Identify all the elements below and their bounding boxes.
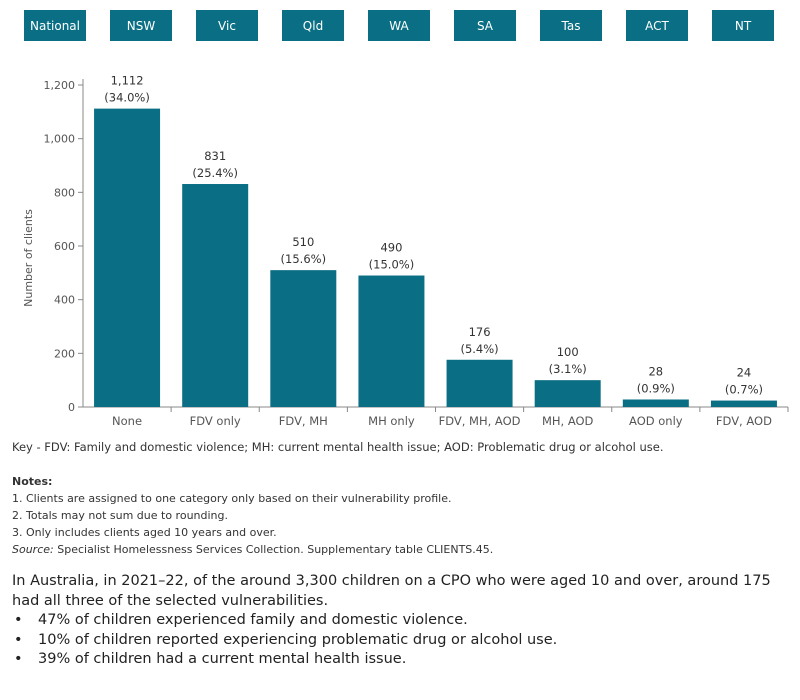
tab-tas[interactable]: Tas (540, 10, 602, 41)
note-item: 2. Totals may not sum due to rounding. (12, 509, 228, 522)
tab-sa[interactable]: SA (454, 10, 516, 41)
y-tick-label: 200 (54, 347, 75, 360)
source-label: Source: (12, 543, 54, 556)
tab-nsw[interactable]: NSW (110, 10, 172, 41)
x-tick-label: AOD only (629, 414, 683, 428)
tab-vic[interactable]: Vic (196, 10, 258, 41)
bar (622, 399, 689, 407)
bar (94, 108, 161, 407)
x-tick-label: FDV, MH, AOD (439, 414, 521, 428)
data-label-percent: (0.9%) (637, 381, 675, 395)
data-label-value: 176 (469, 325, 491, 339)
x-tick-label: FDV, AOD (716, 414, 772, 428)
data-label-value: 831 (204, 149, 226, 163)
jurisdiction-tabs: National NSW Vic Qld WA SA Tas ACT NT (24, 10, 778, 42)
bar (534, 380, 601, 407)
data-label-value: 490 (380, 241, 402, 255)
summary-list: 47% of children experienced family and d… (12, 611, 792, 670)
data-label-percent: (34.0%) (104, 91, 150, 105)
summary-section: In Australia, in 2021–22, of the around … (12, 572, 792, 670)
data-label-percent: (3.1%) (549, 362, 587, 376)
summary-intro: In Australia, in 2021–22, of the around … (12, 573, 771, 609)
tab-national[interactable]: National (24, 10, 86, 41)
data-label-value: 24 (737, 366, 752, 380)
tab-nt[interactable]: NT (712, 10, 774, 41)
x-tick-label: None (112, 414, 142, 428)
bar-chart: 0 200 400 600 800 1,000 1,200 Number of clients… (22, 74, 789, 428)
x-tick-label: MH, AOD (542, 414, 594, 428)
bar (182, 184, 249, 407)
data-label-value: 510 (292, 235, 314, 249)
notes-heading: Notes: (12, 475, 53, 488)
tab-wa[interactable]: WA (368, 10, 430, 41)
key-text: Key - FDV: Family and domestic violence;… (12, 440, 664, 454)
data-label-percent: (15.0%) (369, 258, 415, 272)
tab-qld[interactable]: Qld (282, 10, 344, 41)
x-tick-label: FDV only (190, 414, 241, 428)
source-text: Specialist Homelessness Services Collect… (53, 543, 494, 556)
tab-act[interactable]: ACT (626, 10, 688, 41)
data-label-percent: (0.7%) (725, 383, 763, 397)
y-tick-label: 0 (68, 401, 75, 414)
data-label-percent: (25.4%) (192, 166, 238, 180)
y-axis-title: Number of clients (22, 209, 35, 307)
note-item: 3. Only includes clients aged 10 years a… (12, 526, 277, 539)
y-tick-label: 1,000 (44, 133, 76, 146)
notes-section: Notes: 1. Clients are assigned to one ca… (12, 473, 493, 558)
summary-bullet: 10% of children reported experiencing pr… (12, 631, 792, 651)
x-tick-label: MH only (368, 414, 415, 428)
bar (270, 270, 337, 407)
note-item: 1. Clients are assigned to one category … (12, 492, 452, 505)
data-label-value: 100 (557, 345, 579, 359)
summary-bullet: 47% of children experienced family and d… (12, 611, 792, 631)
bar (710, 400, 777, 407)
x-tick-label: FDV, MH (279, 414, 328, 428)
data-label-percent: (5.4%) (460, 342, 498, 356)
bar (358, 275, 425, 407)
y-tick-label: 600 (54, 240, 75, 253)
y-tick-label: 400 (54, 294, 75, 307)
source-line: Source: Specialist Homelessness Services… (12, 541, 493, 558)
y-tick-label: 1,200 (44, 79, 76, 92)
y-tick-label: 800 (54, 186, 75, 199)
summary-bullet: 39% of children had a current mental hea… (12, 650, 792, 670)
data-label-value: 1,112 (111, 74, 144, 88)
bar (446, 359, 513, 407)
data-label-value: 28 (648, 364, 663, 378)
data-label-percent: (15.6%) (281, 252, 327, 266)
